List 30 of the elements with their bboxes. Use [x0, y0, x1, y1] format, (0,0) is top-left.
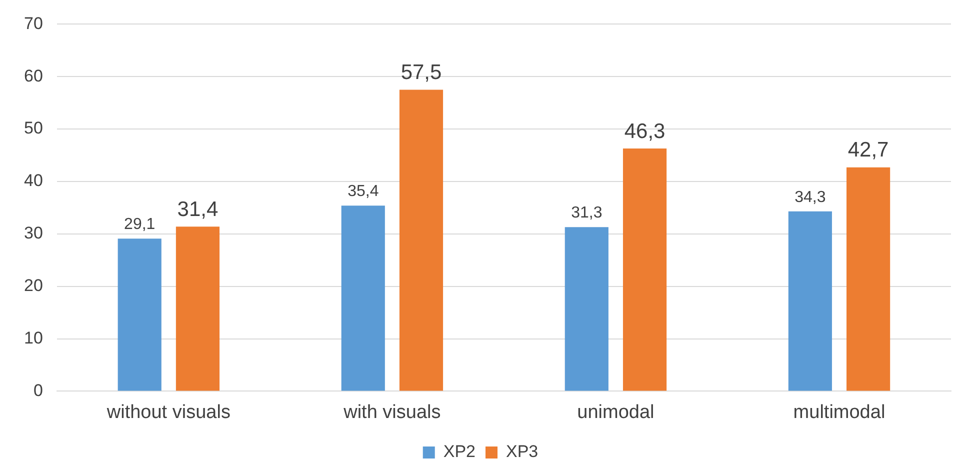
bar — [622, 148, 667, 391]
legend-label: XP2 — [443, 442, 476, 462]
y-tick-label: 50 — [24, 118, 43, 138]
data-label: 34,3 — [794, 188, 826, 206]
y-tick-label: 10 — [24, 328, 43, 348]
y-tick-label: 70 — [24, 14, 43, 33]
y-tick-label: 0 — [33, 380, 43, 400]
data-label: 42,7 — [848, 138, 889, 162]
y-tick-label: 40 — [24, 171, 43, 190]
x-tick-label: without visuals — [106, 402, 230, 423]
y-tick-label: 20 — [24, 276, 43, 296]
bar — [564, 227, 608, 391]
bar — [118, 238, 162, 391]
bar — [399, 90, 444, 391]
data-label: 31,3 — [571, 204, 602, 222]
bar — [341, 206, 385, 391]
data-label: 29,1 — [124, 216, 156, 234]
x-tick-label: multimodal — [793, 402, 886, 423]
x-tick-label: unimodal — [577, 402, 654, 423]
bar — [788, 211, 832, 391]
x-tick-label: with visuals — [342, 402, 441, 423]
data-label: 46,3 — [624, 120, 666, 143]
bar — [846, 167, 890, 391]
y-tick-label: 60 — [24, 66, 43, 86]
data-label: 35,4 — [348, 183, 379, 200]
y-tick-label: 30 — [24, 224, 43, 243]
bar — [176, 226, 220, 391]
data-label: 31,4 — [177, 198, 218, 221]
legend-label: XP3 — [506, 442, 538, 462]
data-label: 57,5 — [400, 61, 442, 84]
